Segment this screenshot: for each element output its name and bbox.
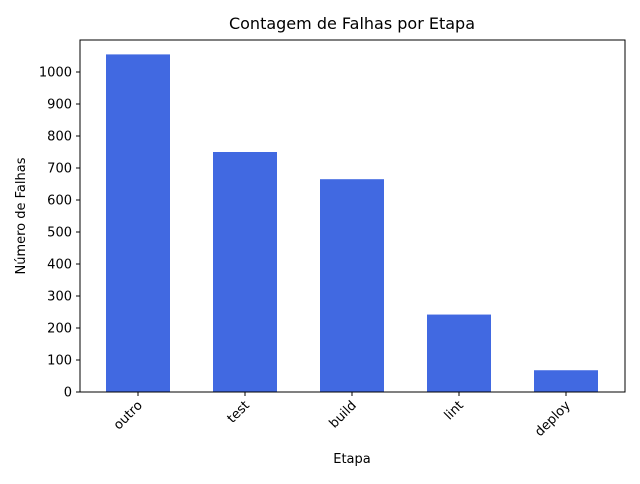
bar-deploy [534,370,598,392]
y-axis-label: Número de Falhas [14,157,29,274]
x-tick-label-build: build [327,398,360,431]
y-tick-label: 800 [47,130,72,145]
bar-lint [427,314,491,392]
x-tick-label-deploy: deploy [532,398,574,440]
bars-layer [106,54,598,393]
y-axis-ticks: 0 100 200 300 400 500 600 700 800 900 1000 [39,66,80,401]
chart-title: Contagem de Falhas por Etapa [229,14,475,33]
x-axis-label: Etapa [333,452,371,467]
bar-outro [106,54,170,393]
y-tick-label: 100 [47,354,72,369]
y-tick-label: 600 [47,194,72,209]
x-tick-label-lint: lint [442,398,467,423]
y-tick-label: 500 [47,226,72,241]
x-axis-ticks: outro test build lint deploy [111,392,574,440]
y-tick-label: 400 [47,258,72,273]
y-tick-label: 900 [47,98,72,113]
x-tick-label-test: test [225,398,253,426]
y-tick-label: 300 [47,290,72,305]
bar-test [213,152,277,392]
y-tick-label: 200 [47,322,72,337]
y-tick-label: 700 [47,162,72,177]
y-tick-label: 1000 [39,66,72,81]
y-tick-label: 0 [64,386,72,401]
bar-build [320,179,384,392]
x-tick-label-outro: outro [111,398,146,433]
